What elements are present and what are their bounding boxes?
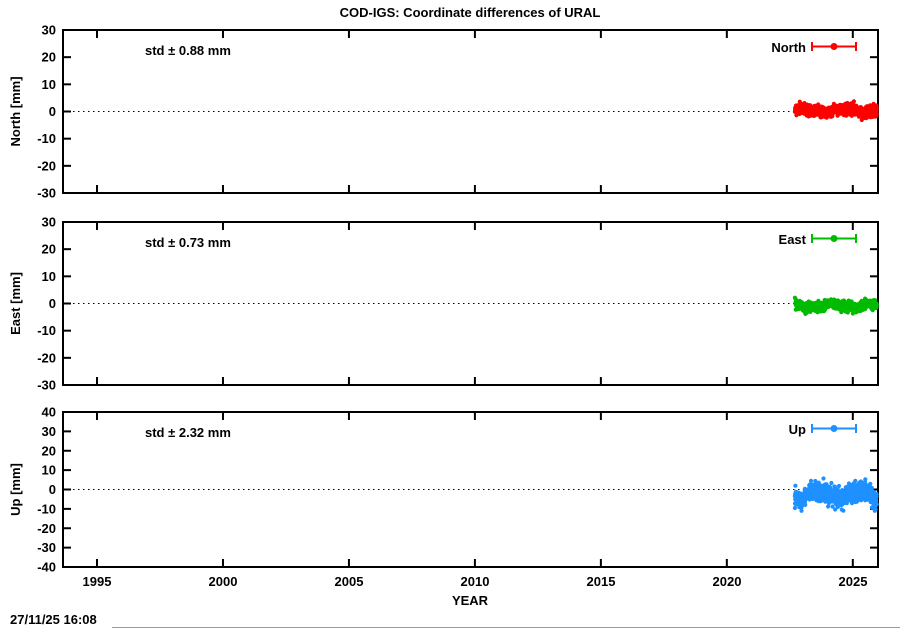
- x-tick-label-2005: 2005: [335, 574, 364, 589]
- y-tick-label: -10: [37, 131, 56, 146]
- y-tick-label: -20: [37, 158, 56, 173]
- plot-graphics: 30 20 10 0 -10 -20 -30 30 20 10 0 -10 -20 -30 40 30 20 10…: [37, 23, 879, 575]
- y-tick-label: 0: [49, 482, 56, 497]
- y-tick-label: 20: [42, 242, 56, 257]
- y-tick-label: 0: [49, 104, 56, 119]
- y-tick-label: 40: [42, 405, 56, 420]
- up-y-axis-title: Up [mm]: [8, 463, 23, 516]
- x-tick-label-2020: 2020: [713, 574, 742, 589]
- y-tick-label: -30: [37, 378, 56, 393]
- y-tick-label: 30: [42, 23, 56, 38]
- x-tick-label-2010: 2010: [461, 574, 490, 589]
- up-legend-label: Up: [789, 422, 806, 437]
- east-y-axis-title: East [mm]: [8, 272, 23, 335]
- x-tick-label-1995: 1995: [83, 574, 112, 589]
- y-tick-label: -20: [37, 521, 56, 536]
- y-tick-label: -30: [37, 540, 56, 555]
- y-tick-label: -30: [37, 186, 56, 201]
- y-tick-label: 30: [42, 215, 56, 230]
- y-tick-label: -20: [37, 350, 56, 365]
- timestamp: 27/11/25 16:08: [10, 612, 97, 627]
- y-tick-label: -10: [37, 501, 56, 516]
- y-tick-label: 10: [42, 463, 56, 478]
- y-tick-label: 20: [42, 443, 56, 458]
- y-tick-label: 10: [42, 269, 56, 284]
- up-std-label: std ± 2.32 mm: [145, 425, 231, 440]
- north-std-label: std ± 0.88 mm: [145, 43, 231, 58]
- x-tick-label-2025: 2025: [839, 574, 868, 589]
- north-legend-label: North: [771, 40, 806, 55]
- x-tick-label-2015: 2015: [587, 574, 616, 589]
- east-legend-label: East: [779, 232, 807, 247]
- y-tick-label: 10: [42, 77, 56, 92]
- north-y-axis-title: North [mm]: [8, 76, 23, 146]
- y-tick-label: -10: [37, 323, 56, 338]
- x-tick-label-2000: 2000: [209, 574, 238, 589]
- east-std-label: std ± 0.73 mm: [145, 235, 231, 250]
- y-tick-label: 30: [42, 424, 56, 439]
- y-tick-label: 20: [42, 50, 56, 65]
- y-tick-label: -40: [37, 560, 56, 575]
- bottom-divider: [112, 627, 900, 628]
- y-tick-label: 0: [49, 296, 56, 311]
- x-axis-title: YEAR: [452, 593, 489, 608]
- chart-title: COD-IGS: Coordinate differences of URAL: [340, 5, 601, 20]
